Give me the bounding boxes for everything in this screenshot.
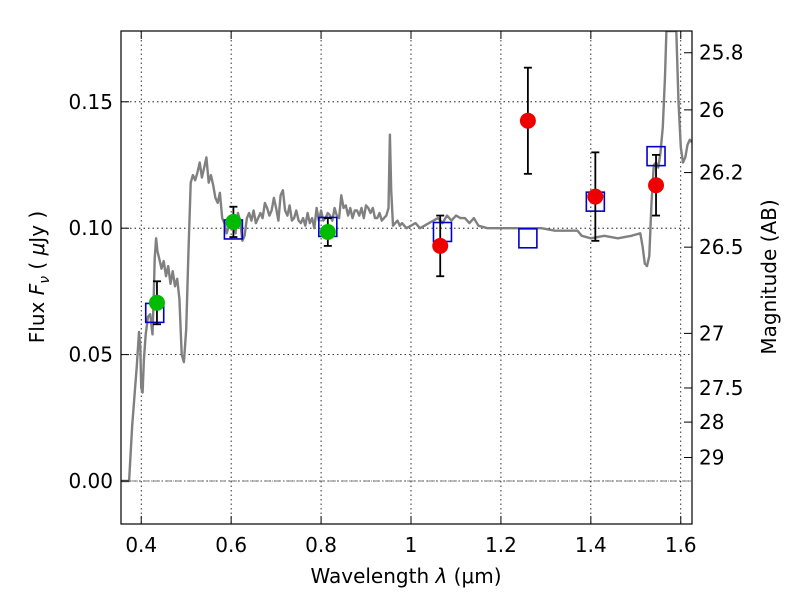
data-point <box>519 112 536 129</box>
data-point <box>225 213 242 230</box>
y2-tick-label: 28 <box>699 410 724 434</box>
x-tick-label: 0.6 <box>215 533 247 557</box>
data-point <box>148 294 165 311</box>
y-tick-label: 0.10 <box>68 216 113 240</box>
plot-background <box>121 31 692 524</box>
y-tick-label: 0.15 <box>68 90 113 114</box>
x-tick-label: 1.6 <box>665 533 697 557</box>
x-tick-label: 0.4 <box>125 533 157 557</box>
y2-tick-label: 29 <box>699 446 724 470</box>
y2-tick-label: 27.5 <box>699 376 744 400</box>
x-tick-label: 0.8 <box>305 533 337 557</box>
grid <box>121 31 692 524</box>
data-point <box>319 223 336 240</box>
x-axis-label: Wavelength λ (μm) <box>310 564 501 588</box>
x-tick-label: 1.4 <box>575 533 607 557</box>
y2-tick-label: 26.2 <box>699 161 744 185</box>
y-tick-label: 0.00 <box>68 469 113 493</box>
model-photometry-box <box>518 228 538 249</box>
data-point <box>587 188 604 205</box>
data-point <box>432 237 449 254</box>
y2-tick-label: 27 <box>699 321 724 345</box>
y-tick-label: 0.05 <box>68 343 113 367</box>
data-points-layer <box>148 66 665 326</box>
y2-axis-label: Magnitude (AB) <box>757 199 781 354</box>
data-point <box>648 177 665 194</box>
x-tick-label: 1 <box>405 533 418 557</box>
y2-tick-label: 25.8 <box>699 41 744 65</box>
y2-tick-label: 26 <box>699 98 724 122</box>
y2-tick-label: 26.5 <box>699 235 744 259</box>
y-axis-label: Flux Fν ( μJy ) <box>25 211 53 343</box>
plot-frame <box>120 30 693 525</box>
x-tick-label: 1.2 <box>485 533 517 557</box>
ticks: 0.4 0.6 0.8 1 1.2 1.4 1.6 0.00 0.05 0.10 0.15 25.8 2… <box>68 31 744 557</box>
